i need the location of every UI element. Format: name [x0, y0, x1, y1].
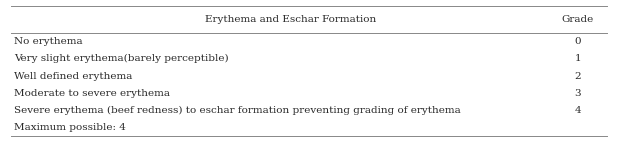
Text: 2: 2 [575, 72, 581, 80]
Text: 1: 1 [575, 54, 581, 63]
Text: 4: 4 [575, 106, 581, 115]
Text: No erythema: No erythema [14, 37, 83, 46]
Text: Well defined erythema: Well defined erythema [14, 72, 133, 80]
Text: 0: 0 [575, 37, 581, 46]
Text: Grade: Grade [562, 15, 594, 24]
Text: Very slight erythema(barely perceptible): Very slight erythema(barely perceptible) [14, 54, 229, 63]
Text: 3: 3 [575, 89, 581, 98]
Text: Maximum possible: 4: Maximum possible: 4 [14, 123, 126, 132]
Text: Severe erythema (beef redness) to eschar formation preventing grading of erythem: Severe erythema (beef redness) to eschar… [14, 106, 461, 115]
Text: Erythema and Eschar Formation: Erythema and Eschar Formation [205, 15, 376, 24]
Text: Moderate to severe erythema: Moderate to severe erythema [14, 89, 170, 98]
